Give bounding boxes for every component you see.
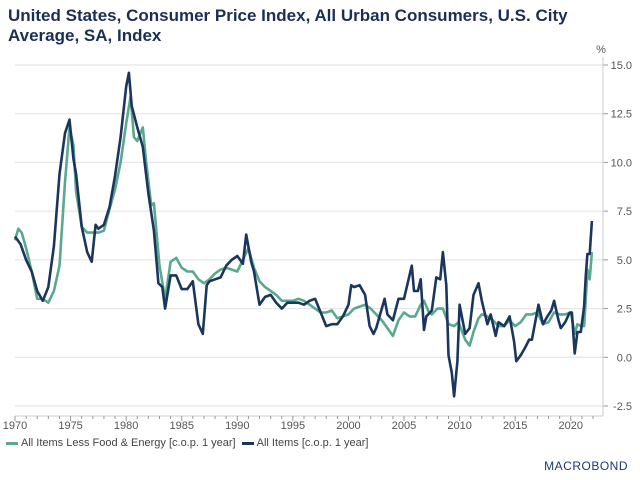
x-tick-label: 2010 xyxy=(447,420,471,432)
y-tick-label: 2.5 xyxy=(617,304,632,316)
legend: All Items Less Food & Energy [c.o.p. 1 y… xyxy=(6,437,368,449)
x-tick-label: 1970 xyxy=(3,420,27,432)
legend-item-core: All Items Less Food & Energy [c.o.p. 1 y… xyxy=(6,437,236,449)
legend-swatch xyxy=(6,441,18,445)
series-line-all-items xyxy=(13,71,594,398)
x-tick-label: 1980 xyxy=(114,420,138,432)
x-tick-label: 1975 xyxy=(58,420,82,432)
x-tick-label: 1990 xyxy=(225,420,249,432)
legend-label: All Items [c.o.p. 1 year] xyxy=(256,437,369,449)
x-tick-label: 2015 xyxy=(503,420,527,432)
y-tick-label: 12.5 xyxy=(611,109,632,121)
legend-swatch xyxy=(241,441,254,445)
macrobond-logo: MACROBOND xyxy=(544,459,628,473)
y-tick-label: 15.0 xyxy=(611,60,632,72)
legend-item-all: All Items [c.o.p. 1 year] xyxy=(241,437,369,449)
y-tick-label: 5.0 xyxy=(617,255,632,267)
y-axis-unit: % xyxy=(596,44,606,56)
x-tick-label: 2000 xyxy=(336,420,360,432)
legend-label: All Items Less Food & Energy [c.o.p. 1 y… xyxy=(21,437,236,449)
chart-title: United States, Consumer Price Index, All… xyxy=(8,6,568,45)
x-tick-label: 2005 xyxy=(392,420,416,432)
y-tick-label: 0.0 xyxy=(617,352,632,364)
y-tick-label: 10.0 xyxy=(611,157,632,169)
x-tick-label: 1985 xyxy=(169,420,193,432)
x-tick-label: 2020 xyxy=(559,420,583,432)
y-tick-label: 7.5 xyxy=(617,206,632,218)
y-tick-label: -2.5 xyxy=(613,401,632,413)
x-tick-label: 1995 xyxy=(281,420,305,432)
